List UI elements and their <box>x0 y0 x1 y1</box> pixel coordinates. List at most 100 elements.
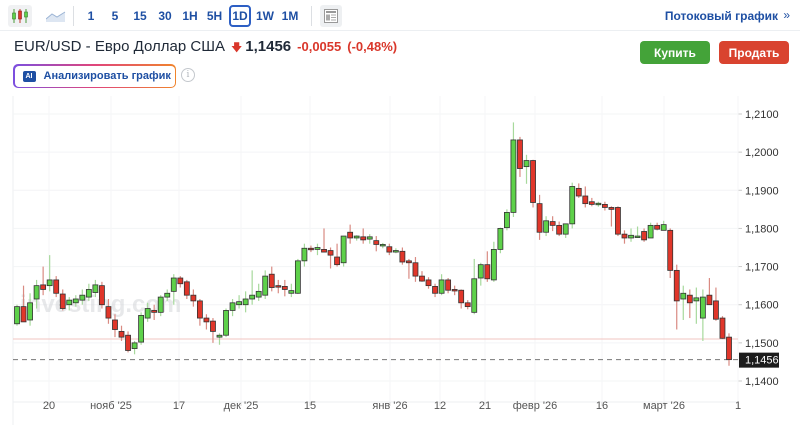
candle <box>654 222 661 231</box>
candle <box>713 287 719 321</box>
candle <box>151 304 158 320</box>
last-price: 1,1456 <box>245 38 292 55</box>
chart-toolbar: 1 5 15 30 1H 5H 1D 1W 1M Потоковый графи… <box>0 0 800 31</box>
candle <box>229 298 236 317</box>
price-chart[interactable]: 1,2100 1,2000 1,1900 1,1800 1,1700 1,1600 1,15… <box>0 96 800 425</box>
candle <box>438 274 445 296</box>
layout-button[interactable] <box>320 5 342 27</box>
candle <box>504 209 510 231</box>
x-axis-label: 12 <box>434 400 446 412</box>
candle <box>321 228 327 253</box>
interval-1m[interactable]: 1M <box>281 9 299 23</box>
y-axis-label: 1,1700 <box>745 262 779 274</box>
y-axis-label: 1,1800 <box>745 223 779 235</box>
candle <box>510 122 517 217</box>
y-axis-label: 1,1900 <box>745 185 779 197</box>
interval-1d[interactable]: 1D <box>229 5 251 27</box>
candle <box>634 226 641 238</box>
candle <box>327 247 334 269</box>
candle <box>412 257 419 282</box>
candle <box>615 206 621 237</box>
interval-5[interactable]: 5 <box>111 9 119 23</box>
info-icon[interactable]: i <box>181 68 195 82</box>
candle <box>379 242 386 249</box>
candle <box>59 289 66 311</box>
interval-15[interactable]: 15 <box>133 9 147 23</box>
candle <box>27 293 33 326</box>
candle <box>183 279 190 299</box>
candle <box>242 291 249 313</box>
candle <box>255 283 262 301</box>
streaming-chart-link[interactable]: Потоковый график <box>664 9 778 23</box>
candle <box>660 220 667 231</box>
candle <box>347 224 354 244</box>
candle <box>569 182 576 229</box>
candle <box>288 283 295 298</box>
candle <box>157 295 164 317</box>
candle <box>20 285 27 323</box>
candle <box>517 136 523 177</box>
candle <box>719 316 726 340</box>
candle <box>138 312 145 345</box>
candle <box>14 304 20 326</box>
candle <box>144 302 151 322</box>
candle <box>628 228 634 242</box>
candle <box>268 266 275 292</box>
x-axis-label: 17 <box>173 400 185 412</box>
candle <box>46 255 53 292</box>
interval-30[interactable]: 30 <box>158 9 172 23</box>
candle <box>196 298 203 326</box>
area-chart-icon <box>46 11 66 22</box>
candlestick-chart[interactable]: 1,2100 1,2000 1,1900 1,1800 1,1700 1,1600 1,15… <box>0 96 800 425</box>
candle <box>595 201 602 207</box>
candle <box>601 201 608 211</box>
candle <box>216 333 223 345</box>
area-chart-button[interactable] <box>44 5 68 27</box>
candle <box>425 277 432 289</box>
y-axis-label: 1,1400 <box>745 376 779 388</box>
y-axis-label: 1,2100 <box>745 109 779 121</box>
candle <box>641 228 647 242</box>
candle <box>536 194 543 240</box>
sell-button[interactable]: Продать <box>719 41 789 64</box>
interval-1[interactable]: 1 <box>87 9 95 23</box>
candle <box>582 186 589 208</box>
x-axis-label: февр '26 <box>513 400 558 412</box>
interval-1w[interactable]: 1W <box>256 9 274 23</box>
candle <box>562 223 569 238</box>
candle <box>686 289 693 319</box>
candle <box>419 271 425 282</box>
current-price-badge <box>739 352 779 368</box>
candle <box>334 243 340 267</box>
candle <box>458 289 465 309</box>
analyze-chart-button[interactable]: AI Анализировать график <box>13 64 176 88</box>
interval-1h[interactable]: 1H <box>182 9 198 23</box>
candle <box>164 289 171 301</box>
candle <box>432 283 438 298</box>
candle <box>79 289 86 305</box>
candle <box>490 241 497 282</box>
candle <box>543 216 550 237</box>
x-axis-label: 15 <box>304 400 316 412</box>
double-chevron-right-icon[interactable]: » <box>783 8 790 22</box>
candle <box>314 243 321 256</box>
candle <box>497 227 504 254</box>
candle <box>588 197 595 207</box>
candle <box>33 279 40 309</box>
buy-button[interactable]: Купить <box>640 41 710 64</box>
candle <box>236 295 242 309</box>
candle <box>85 283 92 301</box>
candle <box>406 258 412 279</box>
candle <box>301 243 308 267</box>
candle <box>373 236 380 252</box>
candle <box>125 331 131 353</box>
candle <box>699 289 706 341</box>
interval-5h[interactable]: 5H <box>206 9 223 23</box>
x-axis-label: 16 <box>596 400 608 412</box>
candlestick-chart-button[interactable] <box>8 5 32 27</box>
candle <box>530 159 536 208</box>
analyze-chart-label: Анализировать график <box>43 70 171 82</box>
x-axis-label: нояб '25 <box>90 400 132 412</box>
candle <box>190 289 197 307</box>
candle <box>575 183 582 198</box>
